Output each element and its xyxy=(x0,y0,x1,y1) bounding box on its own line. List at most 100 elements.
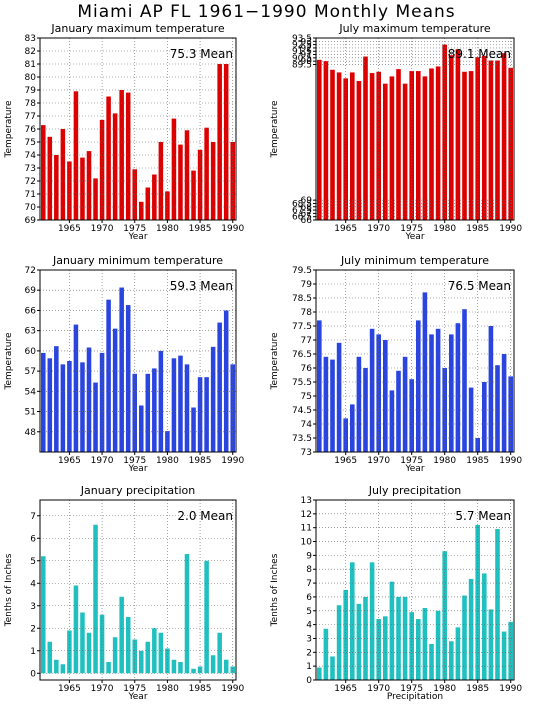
x-tick-label: 1980 xyxy=(156,456,179,466)
chart-title: July maximum temperature xyxy=(338,22,491,35)
y-tick-label: 76 xyxy=(25,125,37,135)
chart-title: January minimum temperature xyxy=(52,254,223,267)
bar-1964 xyxy=(60,664,66,674)
y-tick-label: 9 xyxy=(306,551,312,561)
bar-1969 xyxy=(93,524,98,674)
y-tick-label: 74 xyxy=(25,151,37,161)
y-axis-label: Temperature xyxy=(270,332,280,390)
bar-1968 xyxy=(86,632,92,674)
plot-frame xyxy=(39,499,237,681)
bar-1965 xyxy=(67,630,72,674)
y-tick-label: 73 xyxy=(301,448,312,458)
x-axis-label: Year xyxy=(127,464,147,474)
y-tick-label: 78 xyxy=(25,99,37,109)
bar-1981 xyxy=(449,55,454,220)
x-tick-label: 1970 xyxy=(367,224,390,234)
x-tick-label: 1975 xyxy=(400,684,423,694)
bar-1989 xyxy=(501,53,507,220)
mean-label: 5.7 Mean xyxy=(455,509,511,523)
x-tick-label: 1965 xyxy=(58,456,81,466)
bar-1966 xyxy=(350,404,355,452)
y-tick-label: 2 xyxy=(30,624,36,634)
x-tick-label: 1990 xyxy=(499,684,522,694)
bar-1984 xyxy=(191,668,196,674)
y-tick-label: 71 xyxy=(25,190,36,200)
bar-1969 xyxy=(93,178,98,220)
bar-1967 xyxy=(356,356,362,452)
bar-1968 xyxy=(86,151,92,220)
y-tick-label: 92 xyxy=(301,44,312,54)
bar-1984 xyxy=(468,71,474,220)
bar-1964 xyxy=(60,129,66,220)
bar-1981 xyxy=(171,659,177,674)
x-axis-label: Precipitation xyxy=(387,692,443,702)
bar-1980 xyxy=(442,368,447,452)
y-tick-label: 93.5 xyxy=(292,34,312,44)
x-axis-label: Year xyxy=(404,232,424,242)
bar-1979 xyxy=(435,610,441,680)
y-axis-label: Tenths of Inches xyxy=(4,553,14,627)
y-tick-label: 82 xyxy=(25,47,36,57)
bar-1975 xyxy=(132,373,137,452)
bar-1972 xyxy=(112,637,118,674)
bar-1988 xyxy=(495,60,500,221)
bar-1974 xyxy=(402,356,408,452)
bar-1961 xyxy=(317,667,322,680)
bar-1972 xyxy=(112,113,118,220)
y-tick-label: 8 xyxy=(306,565,312,575)
bar-1986 xyxy=(204,127,209,220)
y-tick-label: 67.5 xyxy=(292,206,312,216)
bar-1982 xyxy=(178,662,183,674)
y-axis-label: Temperature xyxy=(270,100,280,158)
bar-1979 xyxy=(435,66,441,220)
x-tick-label: 1980 xyxy=(433,224,456,234)
y-tick-label: 4 xyxy=(306,621,312,631)
plot-frame xyxy=(315,499,515,681)
bar-1980 xyxy=(165,648,170,674)
bar-1969 xyxy=(369,562,375,680)
bar-1982 xyxy=(178,355,183,452)
bar-1981 xyxy=(449,641,454,680)
y-tick-label: 74.5 xyxy=(292,406,312,416)
x-tick-label: 1970 xyxy=(91,456,114,466)
bar-1982 xyxy=(455,627,461,680)
y-tick-label: 77 xyxy=(301,336,312,346)
x-tick-label: 1985 xyxy=(466,456,489,466)
y-tick-label: 11 xyxy=(301,524,312,534)
bar-1962 xyxy=(323,356,329,452)
bar-1984 xyxy=(468,578,474,680)
chart-jul-max-temp: July maximum temperature 6666.56767.56868… xyxy=(270,22,522,242)
x-tick-label: 1970 xyxy=(91,684,114,694)
bar-1978 xyxy=(429,644,434,680)
bar-1983 xyxy=(462,595,467,680)
y-tick-label: 79.5 xyxy=(292,266,312,276)
bar-1974 xyxy=(125,305,131,452)
bar-1964 xyxy=(60,364,66,452)
y-tick-label: 90 xyxy=(301,57,313,67)
y-tick-label: 1 xyxy=(30,647,36,657)
y-tick-label: 76.5 xyxy=(292,350,312,360)
mean-label: 59.3 Mean xyxy=(170,279,233,293)
plot-frame xyxy=(39,269,237,453)
y-tick-label: 69 xyxy=(25,216,37,226)
x-tick-label: 1990 xyxy=(221,684,244,694)
y-tick-label: 75 xyxy=(301,392,312,402)
bar-1964 xyxy=(336,605,342,680)
chart-title: January maximum temperature xyxy=(50,22,224,35)
bar-1966 xyxy=(350,72,355,220)
bar-1971 xyxy=(383,83,388,220)
bar-1963 xyxy=(330,359,335,452)
y-tick-label: 5 xyxy=(30,557,36,567)
bar-1985 xyxy=(197,666,203,674)
bar-1967 xyxy=(80,612,85,674)
bar-1965 xyxy=(67,161,72,220)
x-tick-label: 1990 xyxy=(221,224,244,234)
y-tick-label: 67 xyxy=(301,209,312,219)
chart-jul-min-temp: July minimum temperature 73 73.5 74 74.5 75 75… xyxy=(270,254,522,474)
chart-title: January precipitation xyxy=(80,484,196,497)
x-tick-label: 1965 xyxy=(58,224,81,234)
bar-1987 xyxy=(488,609,494,680)
bar-1975 xyxy=(409,71,414,220)
plot-frame xyxy=(315,269,515,453)
bar-1964 xyxy=(336,342,342,452)
